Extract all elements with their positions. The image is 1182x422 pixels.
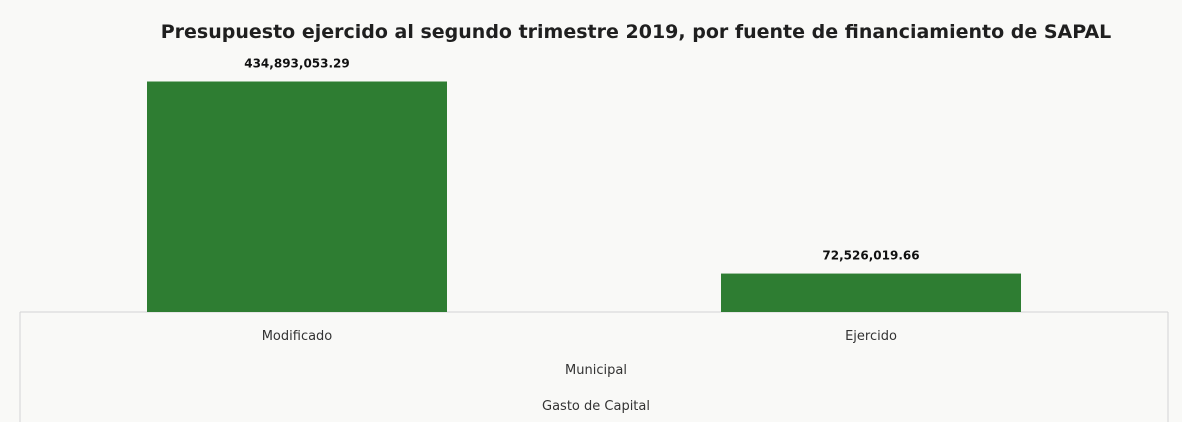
group-label-gasto-de-capital: Gasto de Capital <box>542 399 650 414</box>
chart-title: Presupuesto ejercido al segundo trimestr… <box>161 21 1112 43</box>
category-label-modificado: Modificado <box>262 329 333 344</box>
category-label-ejercido: Ejercido <box>845 329 897 344</box>
data-label-modificado: 434,893,053.29 <box>244 57 350 71</box>
group-label-municipal: Municipal <box>565 363 627 378</box>
bar-modificado <box>147 81 447 312</box>
category-labels-group: Modificado Ejercido <box>262 329 897 344</box>
data-labels-group: 434,893,053.29 72,526,019.66 <box>244 57 919 263</box>
bar-ejercido <box>721 273 1021 312</box>
data-label-ejercido: 72,526,019.66 <box>822 249 919 263</box>
bars-group <box>147 81 1021 312</box>
